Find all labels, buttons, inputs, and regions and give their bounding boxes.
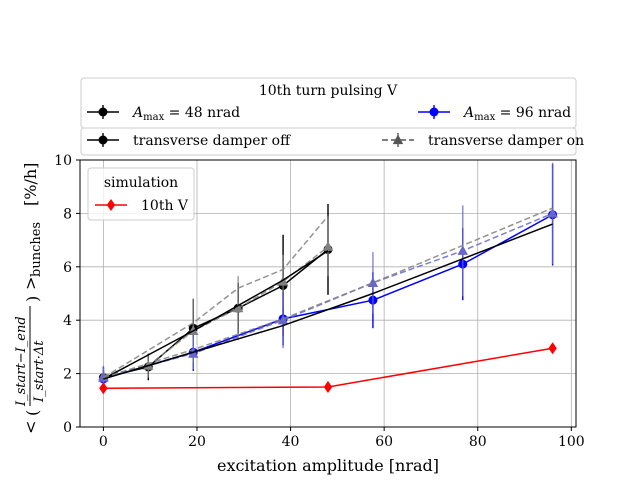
- data-point: [547, 207, 558, 218]
- legend-label: Amax = 96 nrad: [462, 105, 571, 123]
- series-8: [99, 342, 557, 395]
- series-line: [103, 250, 329, 380]
- y-title-numerator: I_start−I_end: [14, 316, 29, 407]
- y-title-subscript: bunches: [29, 222, 44, 277]
- y-tick-label: 0: [63, 420, 72, 436]
- y-title-lparen: (: [23, 410, 42, 416]
- series-6: [103, 215, 329, 379]
- y-tick-label: 10: [54, 153, 72, 169]
- legend-label: Amax = 48 nrad: [131, 105, 240, 123]
- inner-legend: simulation 10th V: [87, 167, 195, 221]
- y-title-denominator: I_start·Δt: [32, 340, 47, 403]
- top-legend-box-2: [80, 127, 577, 156]
- legend-label: transverse damper on: [428, 133, 584, 149]
- top-legend-entry-damper-off: transverse damper off: [87, 133, 291, 149]
- top-legend: 10th turn pulsing V Amax = 48 nrad Amax …: [80, 77, 584, 156]
- x-tick-label: 20: [188, 434, 206, 450]
- y-tick-label: 6: [63, 260, 72, 276]
- legend-label: transverse damper off: [133, 133, 291, 149]
- data-point: [277, 314, 289, 325]
- legend-marker: [392, 134, 404, 145]
- data-point: [99, 382, 108, 395]
- series-7: [103, 207, 553, 379]
- series-line: [103, 207, 553, 379]
- legend-marker: [98, 135, 108, 145]
- x-axis-title: excitation amplitude [nrad]: [217, 456, 439, 475]
- y-title-rparen: ): [23, 296, 42, 302]
- plot-frame: [79, 159, 577, 428]
- y-tick-label: 4: [63, 313, 72, 329]
- top-legend-entry-96: Amax = 96 nrad: [418, 105, 571, 123]
- x-tick-label: 0: [99, 434, 108, 450]
- x-tick-label: 60: [375, 434, 393, 450]
- top-legend-entry-48: Amax = 48 nrad: [87, 105, 240, 123]
- series-5: [103, 223, 553, 380]
- series-line: [103, 223, 553, 380]
- y-axis-title: < ( I_start−I_end I_start·Δt ) > bunches…: [14, 163, 47, 434]
- top-legend-title: 10th turn pulsing V: [259, 83, 398, 99]
- legend-label: 10th V: [141, 198, 189, 214]
- legend-marker: [98, 107, 108, 117]
- y-title-gt: >: [21, 277, 40, 290]
- legend-marker: [429, 107, 439, 117]
- ticks: 0 20 40 60 80 100 0 2 4 6 8 10: [54, 153, 585, 450]
- data-point: [457, 245, 468, 255]
- series-line: [103, 215, 329, 379]
- y-title-unit: [%/h]: [21, 163, 40, 206]
- data-point: [548, 342, 557, 355]
- inner-legend-box: [87, 167, 195, 221]
- series-4: [103, 250, 329, 380]
- data-point: [322, 241, 334, 251]
- x-tick-label: 100: [558, 434, 585, 450]
- legend-marker: [106, 199, 116, 211]
- top-legend-entry-damper-on: transverse damper on: [382, 133, 584, 149]
- x-tick-label: 40: [282, 434, 300, 450]
- y-tick-label: 2: [63, 367, 72, 383]
- x-tick-label: 80: [469, 434, 487, 450]
- y-tick-label: 8: [63, 206, 72, 222]
- inner-legend-entry-10th-v: 10th V: [95, 198, 189, 214]
- series-layer: [98, 162, 558, 395]
- data-point: [232, 302, 244, 313]
- series-line: [103, 248, 329, 379]
- inner-legend-title: simulation: [104, 175, 178, 191]
- series-2: [98, 217, 334, 385]
- y-title-lt: <: [21, 421, 40, 434]
- data-point: [323, 380, 333, 393]
